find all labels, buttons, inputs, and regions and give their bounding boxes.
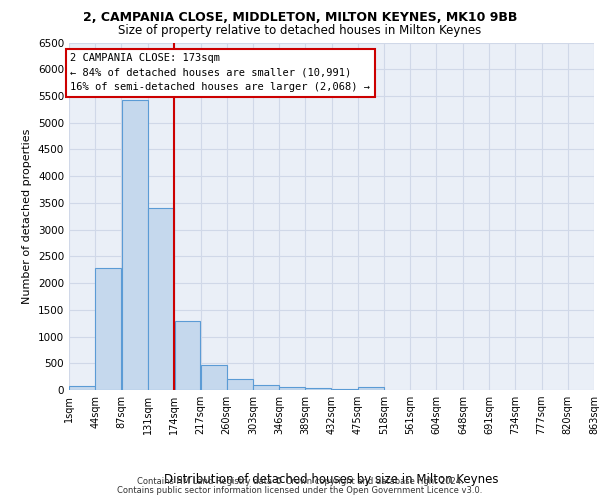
Bar [95, 268, 121, 390]
Text: Contains HM Land Registry data © Crown copyright and database right 2024.: Contains HM Land Registry data © Crown c… [137, 477, 463, 486]
Bar [175, 320, 200, 390]
Bar [358, 387, 384, 390]
Y-axis label: Number of detached properties: Number of detached properties [22, 128, 32, 304]
Bar [227, 378, 253, 390]
Bar [69, 386, 95, 390]
Bar [279, 387, 305, 390]
Bar [201, 364, 227, 390]
Bar [253, 384, 279, 390]
Bar [122, 100, 148, 390]
Text: Contains public sector information licensed under the Open Government Licence v3: Contains public sector information licen… [118, 486, 482, 495]
X-axis label: Distribution of detached houses by size in Milton Keynes: Distribution of detached houses by size … [164, 473, 499, 486]
Text: 2 CAMPANIA CLOSE: 173sqm
← 84% of detached houses are smaller (10,991)
16% of se: 2 CAMPANIA CLOSE: 173sqm ← 84% of detach… [70, 53, 370, 92]
Bar [148, 208, 174, 390]
Text: Size of property relative to detached houses in Milton Keynes: Size of property relative to detached ho… [118, 24, 482, 37]
Text: 2, CAMPANIA CLOSE, MIDDLETON, MILTON KEYNES, MK10 9BB: 2, CAMPANIA CLOSE, MIDDLETON, MILTON KEY… [83, 11, 517, 24]
Bar [305, 388, 331, 390]
